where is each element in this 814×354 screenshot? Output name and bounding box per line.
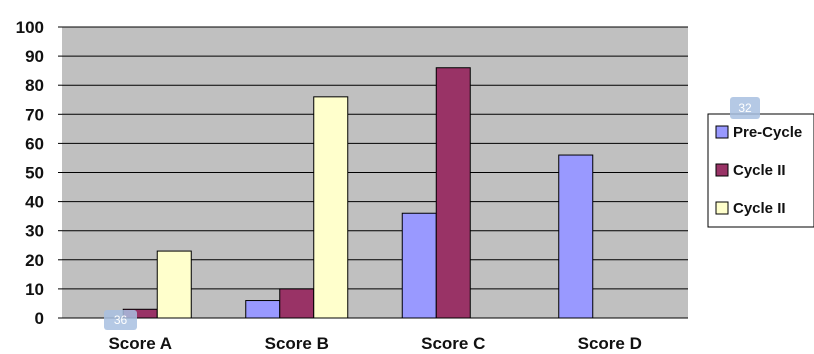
x-tick-label: Score B [265,334,329,353]
legend: Pre-Cycle Cycle II Cycle II [707,113,814,228]
x-axis-labels: Score A Score B Score C Score D [95,327,655,354]
y-tick-label: 60 [25,134,44,153]
legend-swatch-2 [715,201,729,215]
y-tick-label: 90 [25,47,44,66]
bar-score-b-series-1 [279,288,315,319]
y-tick-label: 10 [25,280,44,299]
x-label-background [95,327,186,354]
bar-score-a-series-2 [156,250,192,319]
y-tick-label: 80 [25,76,44,95]
bar-score-c-series-0 [401,212,437,319]
bar-score-c-series-1 [435,67,471,319]
x-tick-label: Score D [578,334,642,353]
x-label-background [564,327,655,354]
bars [122,67,594,319]
x-tick-label: Score A [108,334,172,353]
legend-swatch-1 [715,163,729,177]
x-tick-label: Score C [421,334,485,353]
label-badge-32 [730,97,760,119]
x-label-background [251,327,342,354]
legend-swatch-0 [715,125,729,139]
y-axis-ticks: 0 10 20 30 40 50 60 70 80 90 100 [16,18,62,328]
bar-score-b-series-0 [245,300,281,319]
legend-label-2: Cycle II [733,200,786,217]
y-tick-label: 100 [16,18,44,37]
bar-score-b-series-2 [313,96,349,319]
y-tick-label: 30 [25,222,44,241]
y-tick-label: 40 [25,193,44,212]
y-tick-label: 50 [25,164,44,183]
legend-label-0: Pre-Cycle [733,124,802,141]
label-badge-32-text: 32 [738,101,752,115]
label-badge-36-text: 36 [114,313,128,327]
y-tick-label: 0 [35,309,44,328]
x-label-background [408,327,499,354]
legend-label-1: Cycle II [733,162,786,179]
y-tick-label: 20 [25,251,44,270]
bar-score-d-series-0 [558,154,594,319]
label-badge-36 [104,310,137,330]
y-tick-label: 70 [25,105,44,124]
